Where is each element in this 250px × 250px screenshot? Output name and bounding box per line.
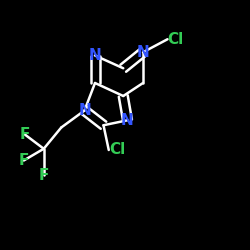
Text: Cl: Cl [109,142,125,158]
Text: N: N [121,113,134,128]
Text: F: F [18,153,29,168]
Text: N: N [136,45,149,60]
Text: F: F [19,127,30,142]
Text: N: N [78,103,91,118]
Text: Cl: Cl [168,32,184,47]
Text: N: N [88,48,102,63]
Text: F: F [38,168,49,182]
